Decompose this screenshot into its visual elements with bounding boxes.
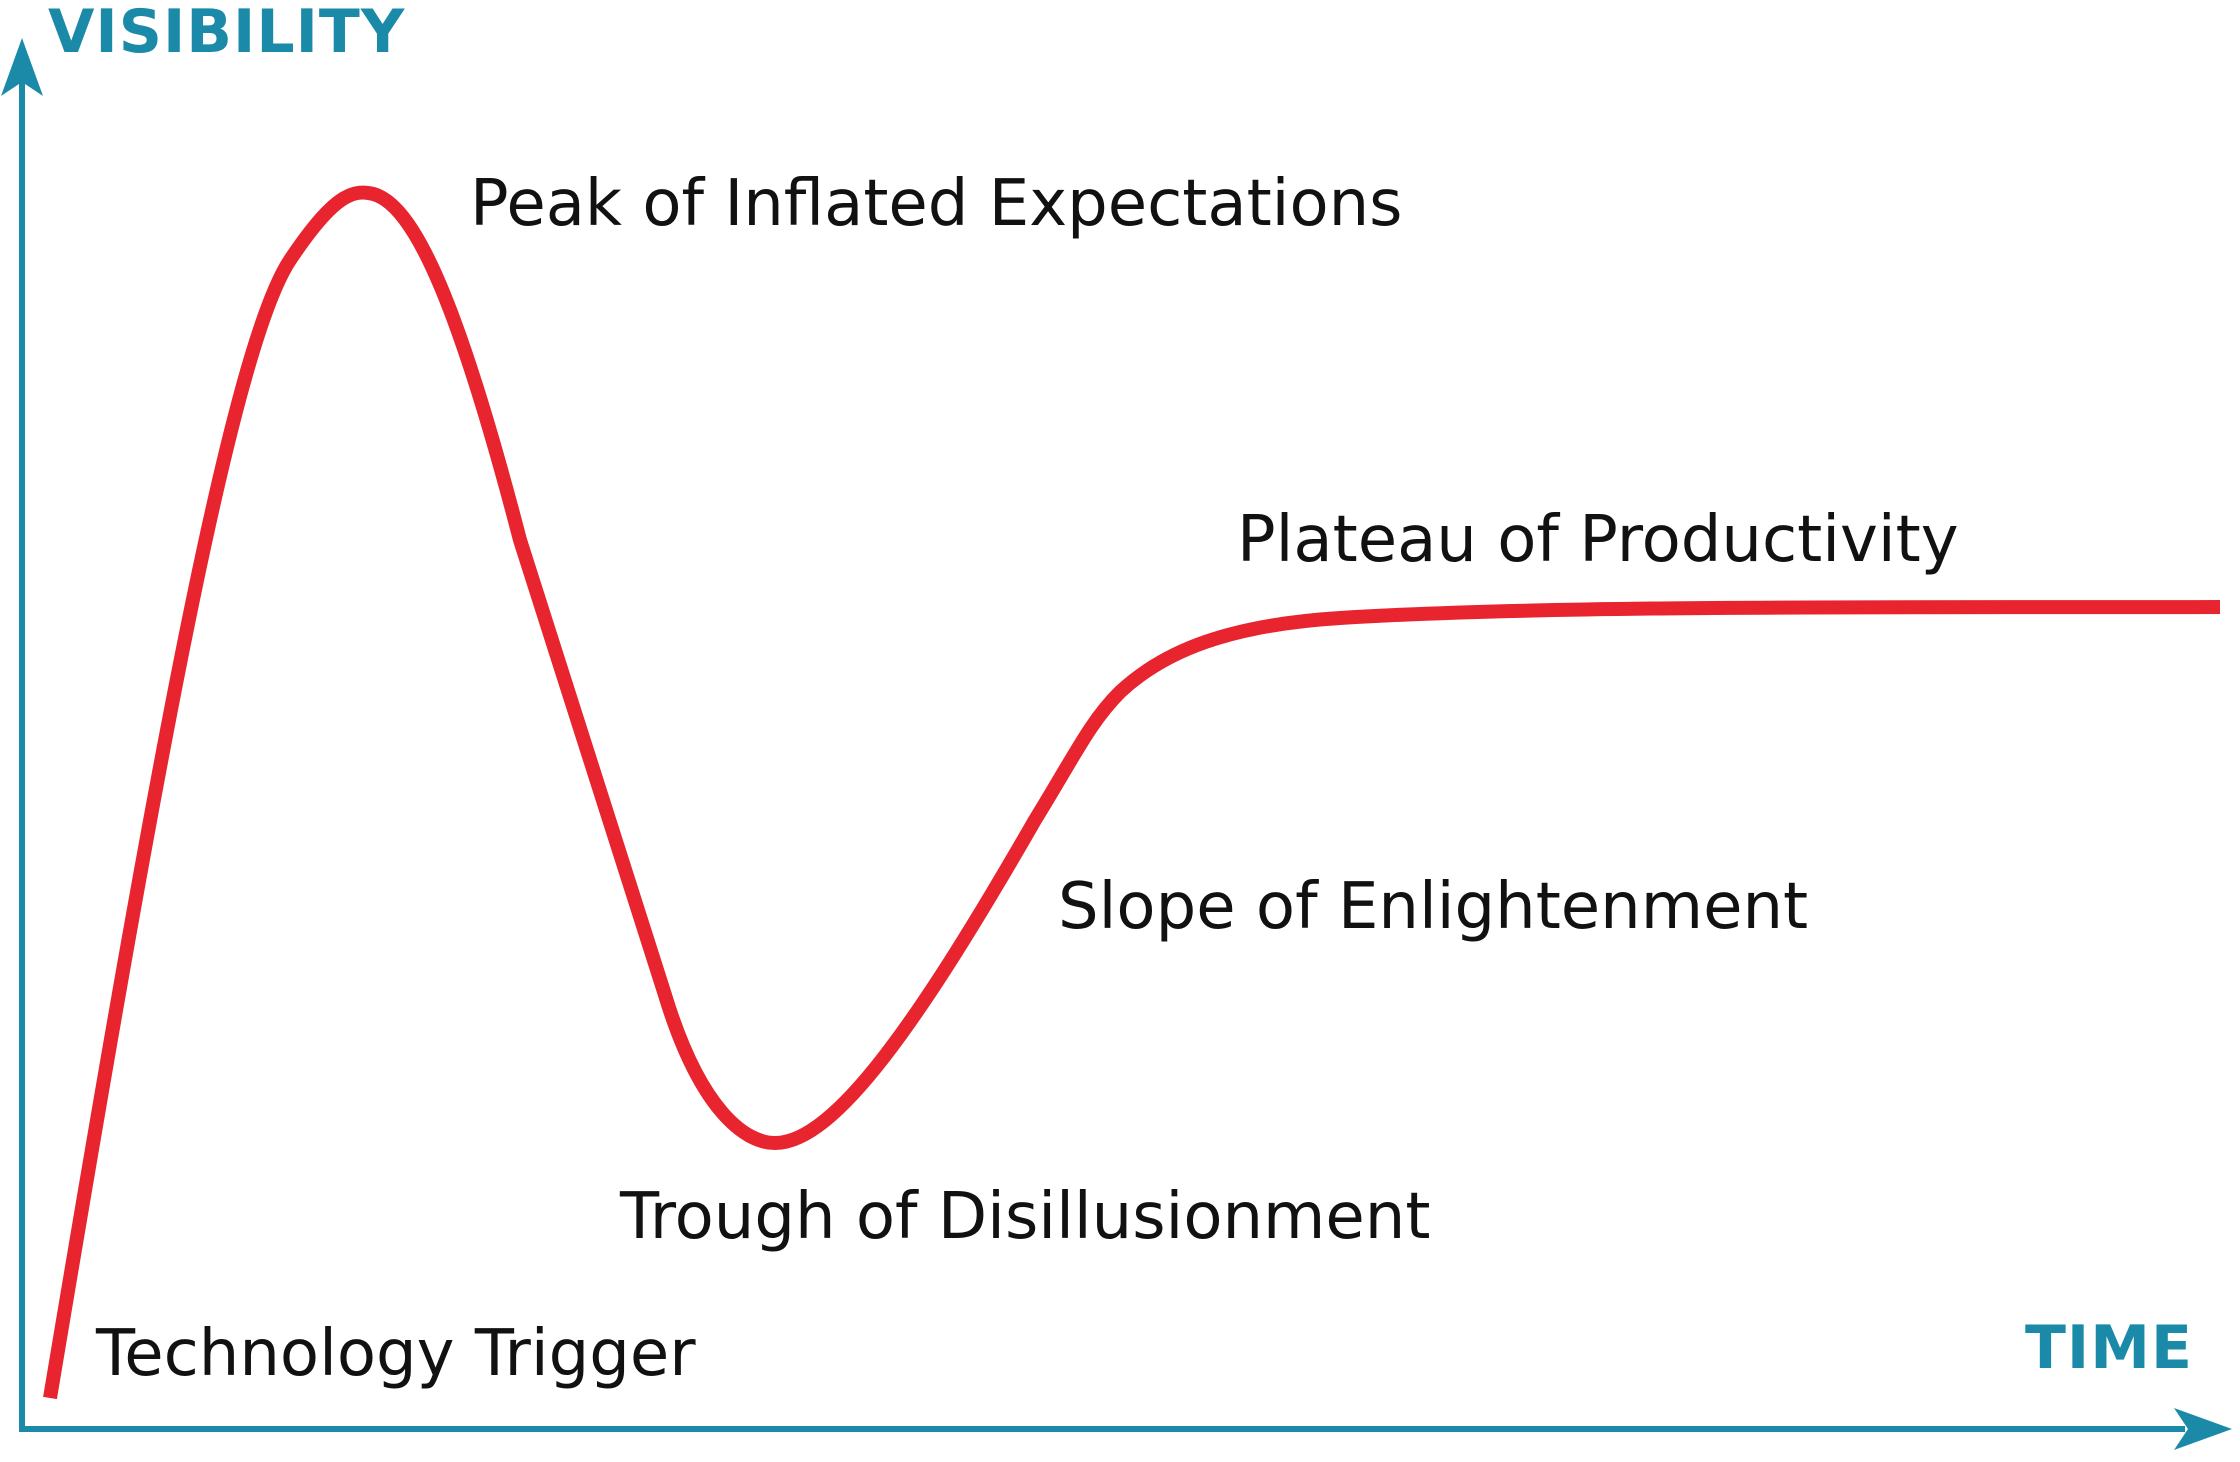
x-axis-label: TIME bbox=[2025, 1313, 2193, 1383]
phase-label-peak: Peak of Inflated Expectations bbox=[470, 167, 1403, 241]
x-axis-arrowhead bbox=[2174, 1408, 2232, 1450]
phase-label-trough: Trough of Disillusionment bbox=[620, 1180, 1431, 1254]
hype-curve bbox=[43, 185, 2221, 1400]
y-axis-label: VISIBILITY bbox=[48, 0, 406, 67]
phase-label-plateau: Plateau of Productivity bbox=[1237, 503, 1959, 577]
phase-label-technology-trigger: Technology Trigger bbox=[96, 1317, 696, 1391]
phase-label-slope: Slope of Enlightenment bbox=[1058, 870, 1809, 944]
y-axis-arrowhead bbox=[1, 38, 43, 96]
